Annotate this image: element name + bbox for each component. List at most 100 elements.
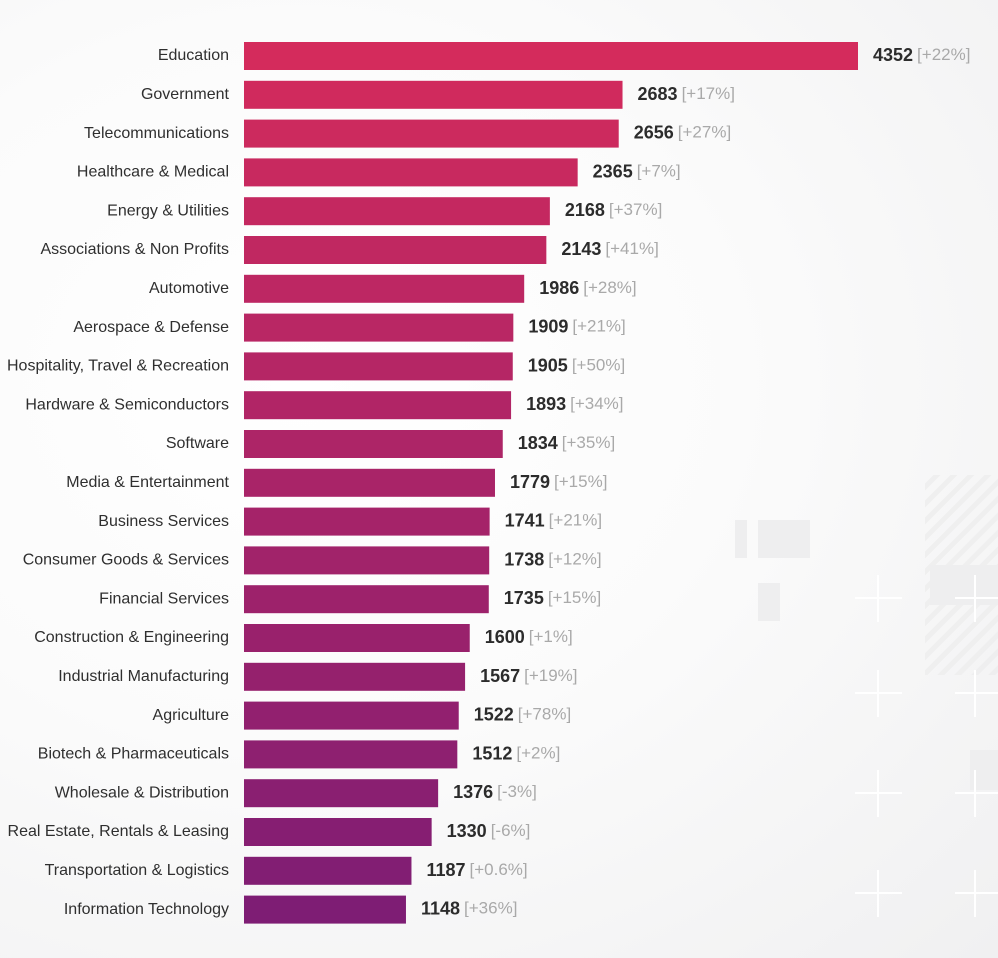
bar-row: Transportation & Logistics 1187 [+0.6%] — [45, 856, 528, 885]
value-label: 1735 [+15%] — [504, 588, 601, 608]
value-number: 1779 — [510, 472, 550, 492]
value-label: 2656 [+27%] — [634, 122, 731, 142]
bar-row: Financial Services 1735 [+15%] — [99, 585, 601, 614]
bar-row: Consumer Goods & Services 1738 [+12%] — [23, 546, 602, 575]
category-label: Industrial Manufacturing — [58, 668, 229, 685]
value-label: 1148 [+36%] — [421, 898, 517, 918]
value-label: 1909 [+21%] — [528, 316, 625, 336]
change-percent: [+36%] — [464, 899, 517, 918]
bar — [244, 80, 623, 109]
category-label: Biotech & Pharmaceuticals — [38, 746, 229, 763]
category-label: Wholesale & Distribution — [55, 784, 229, 801]
category-label: Energy & Utilities — [107, 202, 229, 219]
category-label: Aerospace & Defense — [73, 319, 229, 336]
value-number: 1187 — [426, 860, 465, 880]
value-label: 1738 [+12%] — [504, 549, 601, 569]
value-label: 1779 [+15%] — [510, 472, 607, 492]
value-number: 1986 — [539, 278, 579, 298]
value-label: 1330 [-6%] — [447, 821, 531, 841]
bar — [244, 430, 503, 458]
value-number: 1741 — [505, 510, 545, 530]
value-label: 1893 [+34%] — [526, 394, 623, 414]
bar — [244, 236, 547, 264]
value-number: 1905 — [528, 355, 568, 375]
value-number: 1567 — [480, 666, 520, 686]
bar — [244, 701, 459, 730]
bar — [244, 585, 489, 614]
change-percent: [-6%] — [491, 821, 531, 840]
bar-row: Education 4352 [+22%] — [158, 42, 970, 70]
change-percent: [+21%] — [572, 317, 625, 336]
bar-row: Biotech & Pharmaceuticals 1512 [+2%] — [38, 740, 560, 769]
bar-row: Government 2683 [+17%] — [141, 80, 735, 109]
bar — [244, 740, 458, 769]
value-number: 1600 — [485, 627, 525, 647]
value-number: 4352 — [873, 45, 913, 65]
change-percent: [+22%] — [917, 45, 970, 64]
bar-row: Telecommunications 2656 [+27%] — [84, 119, 731, 148]
bar-row: Automotive 1986 [+28%] — [149, 274, 637, 303]
category-label: Telecommunications — [84, 125, 229, 142]
category-label: Construction & Engineering — [34, 629, 229, 646]
bar — [244, 158, 578, 187]
change-percent: [+34%] — [570, 395, 623, 414]
bar — [244, 895, 406, 924]
category-label: Transportation & Logistics — [45, 862, 229, 879]
change-percent: [+1%] — [529, 627, 573, 646]
bar — [244, 468, 495, 497]
bar — [244, 119, 619, 148]
value-number: 1834 — [518, 433, 558, 453]
value-number: 2683 — [638, 84, 678, 104]
bar — [244, 197, 550, 226]
bar — [244, 818, 432, 846]
change-percent: [+19%] — [524, 666, 577, 685]
bar — [244, 352, 513, 381]
category-label: Hospitality, Travel & Recreation — [7, 358, 229, 375]
category-label: Financial Services — [99, 590, 229, 607]
category-label: Healthcare & Medical — [77, 164, 229, 181]
value-number: 2168 — [565, 200, 605, 220]
category-label: Business Services — [98, 513, 229, 530]
value-label: 1512 [+2%] — [472, 743, 560, 763]
change-percent: [+50%] — [572, 356, 625, 375]
value-label: 1834 [+35%] — [518, 433, 615, 453]
bar — [244, 507, 490, 536]
change-percent: [+27%] — [678, 123, 731, 142]
category-label: Hardware & Semiconductors — [25, 396, 229, 413]
value-number: 1893 — [526, 394, 566, 414]
bar-row: Construction & Engineering 1600 [+1%] — [34, 624, 573, 652]
category-label: Automotive — [149, 280, 229, 297]
category-label: Consumer Goods & Services — [23, 552, 229, 569]
change-percent: [+2%] — [516, 744, 560, 763]
bar-row: Media & Entertainment 1779 [+15%] — [66, 468, 607, 497]
value-number: 2143 — [561, 239, 601, 259]
value-label: 1600 [+1%] — [485, 627, 573, 647]
value-number: 1738 — [504, 549, 544, 569]
value-number: 1735 — [504, 588, 544, 608]
bar-row: Wholesale & Distribution 1376 [-3%] — [55, 779, 537, 808]
change-percent: [+41%] — [605, 239, 658, 258]
value-label: 2168 [+37%] — [565, 200, 662, 220]
category-label: Education — [158, 47, 229, 64]
bar-row: Agriculture 1522 [+78%] — [153, 701, 571, 730]
value-label: 2683 [+17%] — [638, 84, 735, 104]
change-percent: [+28%] — [583, 278, 636, 297]
bar-row: Hardware & Semiconductors 1893 [+34%] — [25, 391, 624, 420]
value-label: 1986 [+28%] — [539, 278, 636, 298]
value-label: 2143 [+41%] — [561, 239, 658, 259]
value-number: 2656 — [634, 122, 674, 142]
category-label: Associations & Non Profits — [40, 241, 229, 258]
value-label: 2365 [+7%] — [593, 161, 681, 181]
bar-row: Energy & Utilities 2168 [+37%] — [107, 197, 662, 226]
category-label: Media & Entertainment — [66, 474, 229, 491]
change-percent: [+78%] — [518, 705, 571, 724]
bar — [244, 624, 470, 652]
bar-row: Aerospace & Defense 1909 [+21%] — [73, 313, 626, 342]
bar — [244, 313, 514, 342]
value-number: 1909 — [528, 316, 568, 336]
value-label: 4352 [+22%] — [873, 45, 970, 65]
change-percent: [+0.6%] — [470, 860, 528, 879]
value-number: 1330 — [447, 821, 487, 841]
change-percent: [+12%] — [548, 550, 601, 569]
change-percent: [+15%] — [554, 472, 607, 491]
